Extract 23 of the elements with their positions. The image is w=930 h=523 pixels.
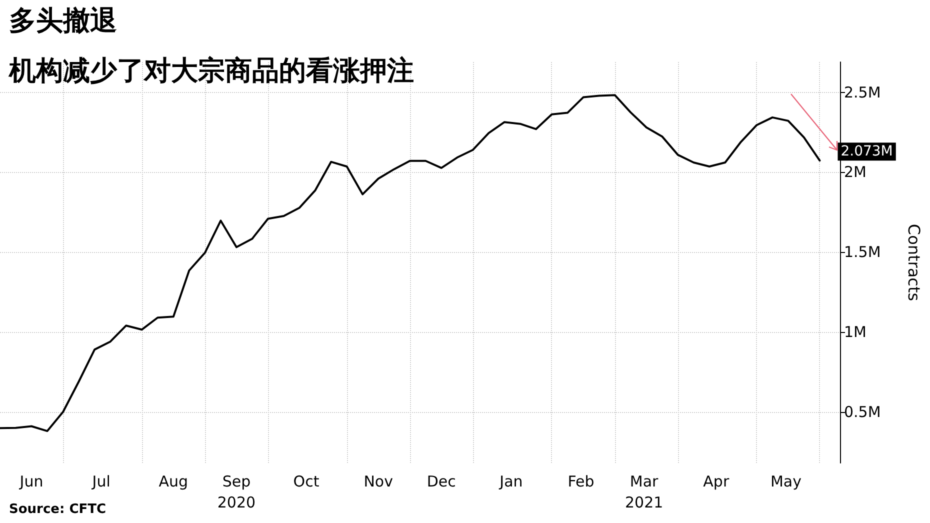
x-tick-label: May (770, 472, 802, 490)
x-tick-label: Oct (293, 472, 320, 490)
x-tick-label: Sep 2020 (217, 472, 256, 512)
y-tick-label: 2M (844, 163, 866, 182)
x-tick-label: Jul (91, 472, 110, 490)
source-note: Source: CFTC (9, 502, 106, 517)
y-tick-label: 0.5M (844, 402, 881, 421)
data-label: 2.073M (840, 144, 893, 160)
x-tick-label: Nov (364, 472, 394, 490)
chart-title: 多头撤退 (9, 6, 117, 36)
y-tick-label: 1.5M (844, 243, 881, 262)
x-tick-label: Jan (498, 472, 523, 490)
x-tick-label: Jun (18, 472, 44, 490)
y-tick-label: 2.5M (844, 83, 881, 102)
y-tick-label: 1M (844, 322, 866, 341)
x-tick-label: Dec (426, 472, 456, 490)
line-series (0, 94, 821, 432)
y-axis-title: Contracts (904, 224, 924, 302)
chart-subtitle: 机构减少了对大宗商品的看涨押注 (8, 56, 414, 86)
x-tick-label: Mar 2021 (624, 472, 664, 512)
x-tick-label: Apr (703, 472, 730, 490)
x-tick-label: Aug (158, 472, 188, 490)
x-tick-label: Feb (568, 472, 594, 490)
